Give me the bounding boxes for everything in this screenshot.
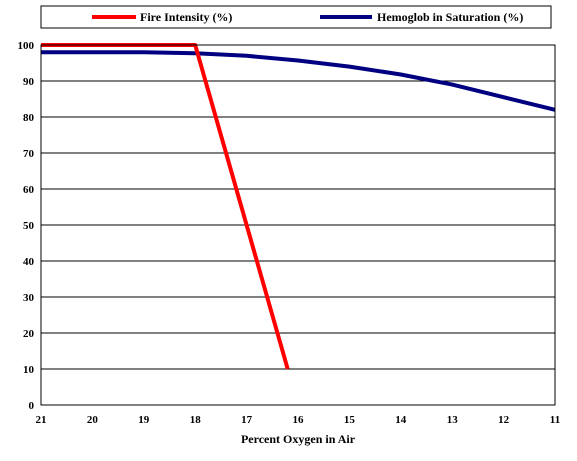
x-tick-label: 11 xyxy=(550,414,560,426)
y-tick-label: 80 xyxy=(23,112,35,124)
x-tick-label: 21 xyxy=(36,414,47,426)
y-tick-label: 90 xyxy=(23,76,35,88)
x-tick-label: 18 xyxy=(190,414,202,426)
y-tick-label: 70 xyxy=(23,148,35,160)
x-tick-label: 12 xyxy=(498,414,510,426)
y-tick-label: 10 xyxy=(23,364,35,376)
x-tick-label: 15 xyxy=(344,414,356,426)
x-axis-ticks: 21 20 19 18 17 16 15 14 13 12 11 xyxy=(36,414,561,426)
grid-lines xyxy=(41,80,555,370)
x-tick-label: 16 xyxy=(293,414,305,426)
legend-label-fire-intensity: Fire Intensity (%) xyxy=(140,10,232,24)
series-layer xyxy=(41,43,556,370)
legend-label-hemoglobin-saturation: Hemoglob in Saturation (%) xyxy=(377,10,523,24)
y-axis-ticks: 0 10 20 30 40 50 60 70 80 90 100 xyxy=(18,40,35,412)
y-tick-label: 30 xyxy=(23,292,35,304)
x-tick-label: 17 xyxy=(241,414,253,426)
y-tick-label: 0 xyxy=(29,400,35,412)
series-line-hemoglobin-saturation xyxy=(41,50,556,112)
x-tick-label: 13 xyxy=(447,414,459,426)
y-tick-label: 20 xyxy=(23,328,35,340)
y-tick-label: 60 xyxy=(23,184,35,196)
x-tick-label: 14 xyxy=(395,414,407,426)
plot-area-frame xyxy=(40,44,556,406)
y-tick-label: 40 xyxy=(23,256,35,268)
y-tick-label: 50 xyxy=(23,220,35,232)
legend: Fire Intensity (%) Hemoglob in Saturatio… xyxy=(40,5,552,29)
x-axis-title: Percent Oxygen in Air xyxy=(241,432,356,446)
legend-box xyxy=(40,5,552,29)
y-tick-label: 100 xyxy=(18,40,35,52)
series-line-fire-intensity xyxy=(41,43,290,370)
x-tick-label: 19 xyxy=(138,414,150,426)
x-tick-label: 20 xyxy=(87,414,99,426)
